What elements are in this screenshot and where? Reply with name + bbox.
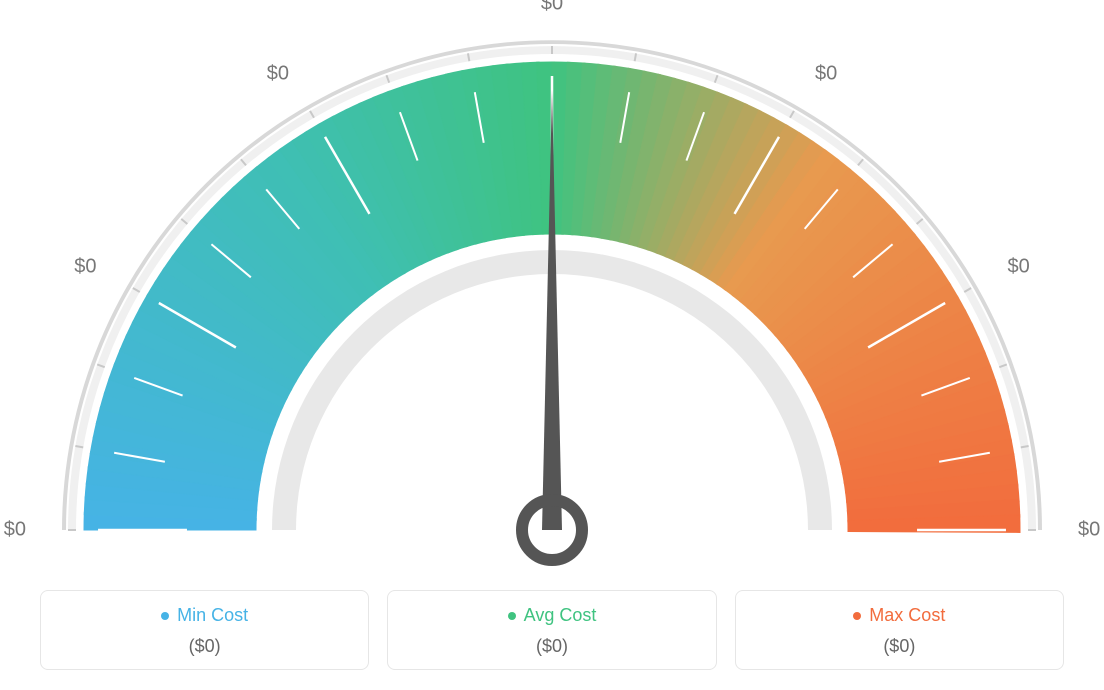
legend-value-max: ($0): [746, 636, 1053, 657]
gauge-tick-label: $0: [1078, 519, 1100, 542]
legend-title-avg: Avg Cost: [508, 605, 597, 626]
legend-row: Min Cost ($0) Avg Cost ($0) Max Cost ($0…: [40, 590, 1064, 670]
legend-label-max: Max Cost: [869, 605, 945, 626]
legend-label-avg: Avg Cost: [524, 605, 597, 626]
legend-dot-max: [853, 612, 861, 620]
gauge-tick-label: $0: [815, 63, 837, 86]
legend-label-min: Min Cost: [177, 605, 248, 626]
gauge-area: $0 $0 $0 $0 $0 $0 $0: [0, 0, 1104, 560]
legend-value-avg: ($0): [398, 636, 705, 657]
legend-title-max: Max Cost: [853, 605, 945, 626]
gauge-tick-label: $0: [1008, 256, 1030, 279]
legend-card-avg: Avg Cost ($0): [387, 590, 716, 670]
legend-dot-avg: [508, 612, 516, 620]
gauge-tick-label: $0: [74, 256, 96, 279]
legend-card-max: Max Cost ($0): [735, 590, 1064, 670]
legend-dot-min: [161, 612, 169, 620]
gauge-chart-container: $0 $0 $0 $0 $0 $0 $0 Min Cost ($0) Avg Cost ($…: [0, 0, 1104, 690]
gauge-svg: [0, 10, 1104, 570]
legend-value-min: ($0): [51, 636, 358, 657]
gauge-tick-label: $0: [541, 0, 563, 16]
legend-card-min: Min Cost ($0): [40, 590, 369, 670]
gauge-tick-label: $0: [4, 519, 26, 542]
legend-title-min: Min Cost: [161, 605, 248, 626]
gauge-tick-label: $0: [267, 63, 289, 86]
